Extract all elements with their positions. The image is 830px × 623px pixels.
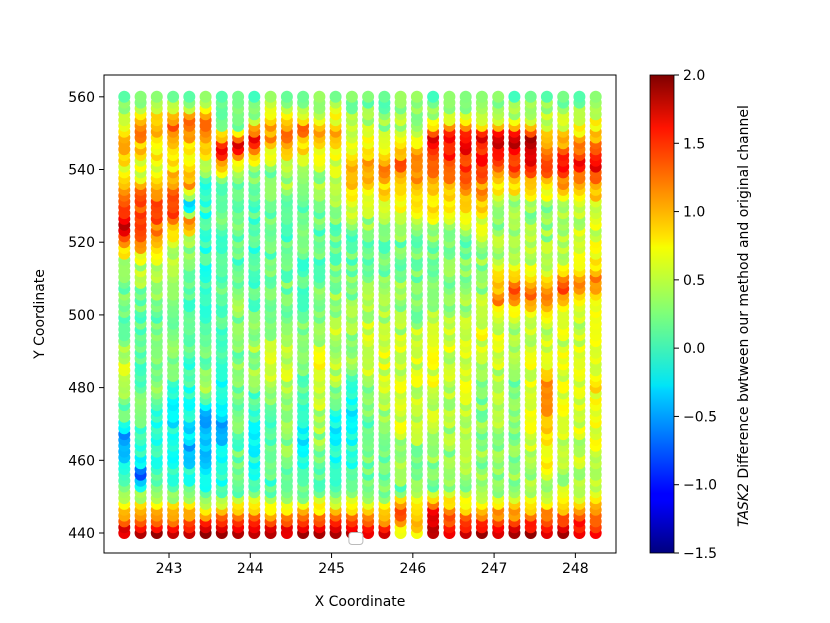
scatter-point [557, 90, 570, 103]
scatter-point [378, 90, 391, 103]
colorbar-ticks: 2.0 1.5 1.0 0.5 0.0 −0.5 −1.0 −1.5 [674, 68, 717, 562]
colorbar-tick-label: 2.0 [683, 68, 705, 84]
scatter-point [345, 90, 358, 103]
scatter-point [199, 90, 212, 103]
y-tick-label: 440 [68, 526, 95, 542]
scatter-point [134, 90, 147, 103]
scatter-point [215, 90, 228, 103]
scatter-point [167, 90, 180, 103]
scatter-point [410, 90, 423, 103]
y-axis-label: Y Coordinate [32, 269, 48, 360]
plot-frame [103, 74, 617, 554]
scatter-point [150, 90, 163, 103]
scatter-point [540, 90, 553, 103]
scatter-point [313, 90, 326, 103]
colorbar-label: TASK2 Difference bwtween our method and … [736, 105, 752, 527]
legend-marker [348, 532, 364, 545]
scatter-point [443, 90, 456, 103]
y-tick-label: 500 [68, 308, 95, 324]
scatter-point [329, 90, 342, 103]
scatter-point [459, 90, 472, 103]
x-tick-label: 247 [481, 561, 508, 577]
scatter-point [589, 90, 602, 103]
colorbar-tick-label: 0.0 [683, 341, 705, 357]
scatter-point [427, 90, 440, 103]
scatter-point [183, 90, 196, 103]
scatter-point [264, 90, 277, 103]
x-tick-label: 248 [562, 561, 589, 577]
x-tick-label: 244 [237, 561, 264, 577]
x-axis-label: X Coordinate [315, 594, 406, 610]
legend-box [348, 532, 364, 545]
scatter-point [280, 90, 293, 103]
colorbar-label-rest: Difference bwtween our method and origin… [736, 105, 752, 483]
scatter-point [394, 90, 407, 103]
y-axis-ticks: 440 460 480 500 520 540 560 [68, 90, 104, 542]
scatter-point [508, 90, 521, 103]
y-tick-label: 480 [68, 381, 95, 397]
scatter-points [118, 90, 602, 539]
scatter-point [573, 90, 586, 103]
x-tick-label: 246 [399, 561, 426, 577]
scatter-point [492, 90, 505, 103]
colorbar-tick-label: −1.5 [683, 546, 717, 562]
y-tick-label: 520 [68, 235, 95, 251]
scatter-point [248, 90, 261, 103]
y-tick-label: 560 [68, 90, 95, 106]
colorbar-tick-label: 1.5 [683, 136, 705, 152]
x-tick-label: 245 [318, 561, 345, 577]
scatter-point [362, 90, 375, 103]
scatter-point [118, 90, 131, 103]
scatter-point [475, 90, 488, 103]
scatter-point [232, 90, 245, 103]
y-tick-label: 460 [68, 453, 95, 469]
x-tick-label: 243 [156, 561, 183, 577]
scatter-point [297, 90, 310, 103]
colorbar-tick-label: −0.5 [683, 409, 717, 425]
colorbar-label-italic: TASK2 [736, 483, 752, 527]
scatter-point [524, 90, 537, 103]
colorbar-tick-label: 0.5 [683, 273, 705, 289]
colorbar-tick-label: 1.0 [683, 205, 705, 221]
colorbar-tick-label: −1.0 [683, 478, 717, 494]
x-axis-ticks: 243 244 245 246 247 248 [156, 553, 589, 577]
colorbar [649, 74, 675, 554]
y-tick-label: 540 [68, 163, 95, 179]
